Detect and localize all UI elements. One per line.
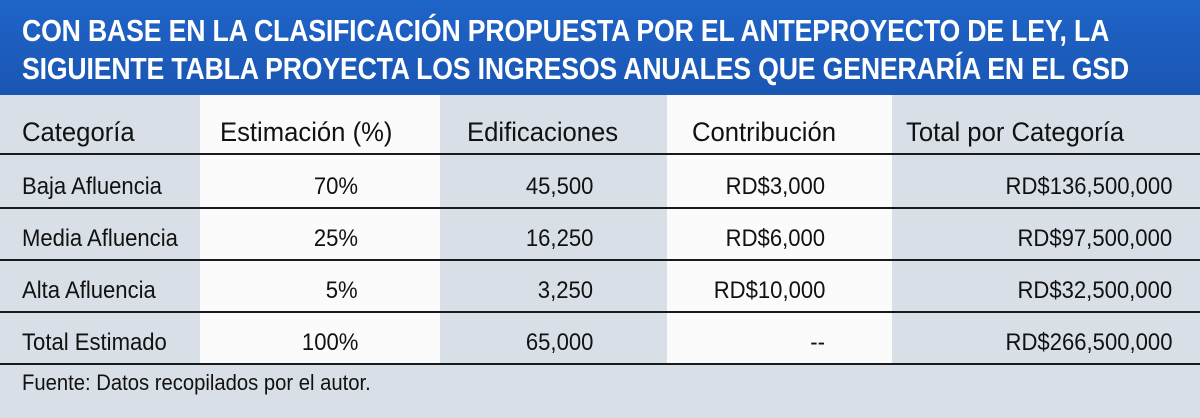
cell-buildings: 65,000 <box>525 329 593 356</box>
cell-contribution: RD$3,000 <box>725 173 825 200</box>
cell-contribution: RD$10,000 <box>713 277 825 304</box>
source-note: Fuente: Datos recopilados por el autor. <box>22 370 371 395</box>
column-header-categoria: Categoría <box>22 117 135 147</box>
cell-buildings: 3,250 <box>537 277 593 304</box>
row-rule <box>0 259 1200 261</box>
column-band-edificaciones <box>440 95 667 365</box>
column-header-edificaciones: Edificaciones <box>467 117 619 147</box>
cell-buildings: 45,500 <box>525 173 593 200</box>
column-header-estimacion: Estimación (%) <box>220 117 393 147</box>
column-band-total <box>892 95 1200 365</box>
title-banner: CON BASE EN LA CLASIFICACIÓN PROPUESTA P… <box>0 0 1200 95</box>
cell-total: RD$136,500,000 <box>1005 173 1172 200</box>
header-rule <box>0 153 1200 155</box>
cell-buildings: 16,250 <box>525 225 593 252</box>
cell-category: Baja Afluencia <box>22 173 162 200</box>
cell-category: Alta Afluencia <box>22 277 156 304</box>
cell-contribution: -- <box>810 329 825 356</box>
cell-category: Media Afluencia <box>22 225 178 252</box>
title-line-1: CON BASE EN LA CLASIFICACIÓN PROPUESTA P… <box>22 13 1110 48</box>
cell-estimate: 25% <box>313 225 358 252</box>
row-rule <box>0 311 1200 313</box>
row-rule <box>0 363 1200 365</box>
cell-estimate: 70% <box>313 173 358 200</box>
cell-total: RD$266,500,000 <box>1005 329 1172 356</box>
cell-estimate: 5% <box>326 277 358 304</box>
cell-total: RD$97,500,000 <box>1017 225 1172 252</box>
revenue-table: Categoría Estimación (%) Edificaciones C… <box>0 95 1200 365</box>
cell-estimate: 100% <box>301 329 358 356</box>
column-header-contribucion: Contribución <box>692 117 837 147</box>
column-band-contribucion <box>667 95 892 365</box>
cell-category: Total Estimado <box>22 329 167 356</box>
row-rule <box>0 207 1200 209</box>
column-band-categoria <box>0 95 200 365</box>
title-line-2: SIGUIENTE TABLA PROYECTA LOS INGRESOS AN… <box>22 51 1129 86</box>
cell-contribution: RD$6,000 <box>725 225 825 252</box>
cell-total: RD$32,500,000 <box>1017 277 1172 304</box>
column-band-estimacion <box>200 95 440 365</box>
column-header-total: Total por Categoría <box>906 117 1125 147</box>
